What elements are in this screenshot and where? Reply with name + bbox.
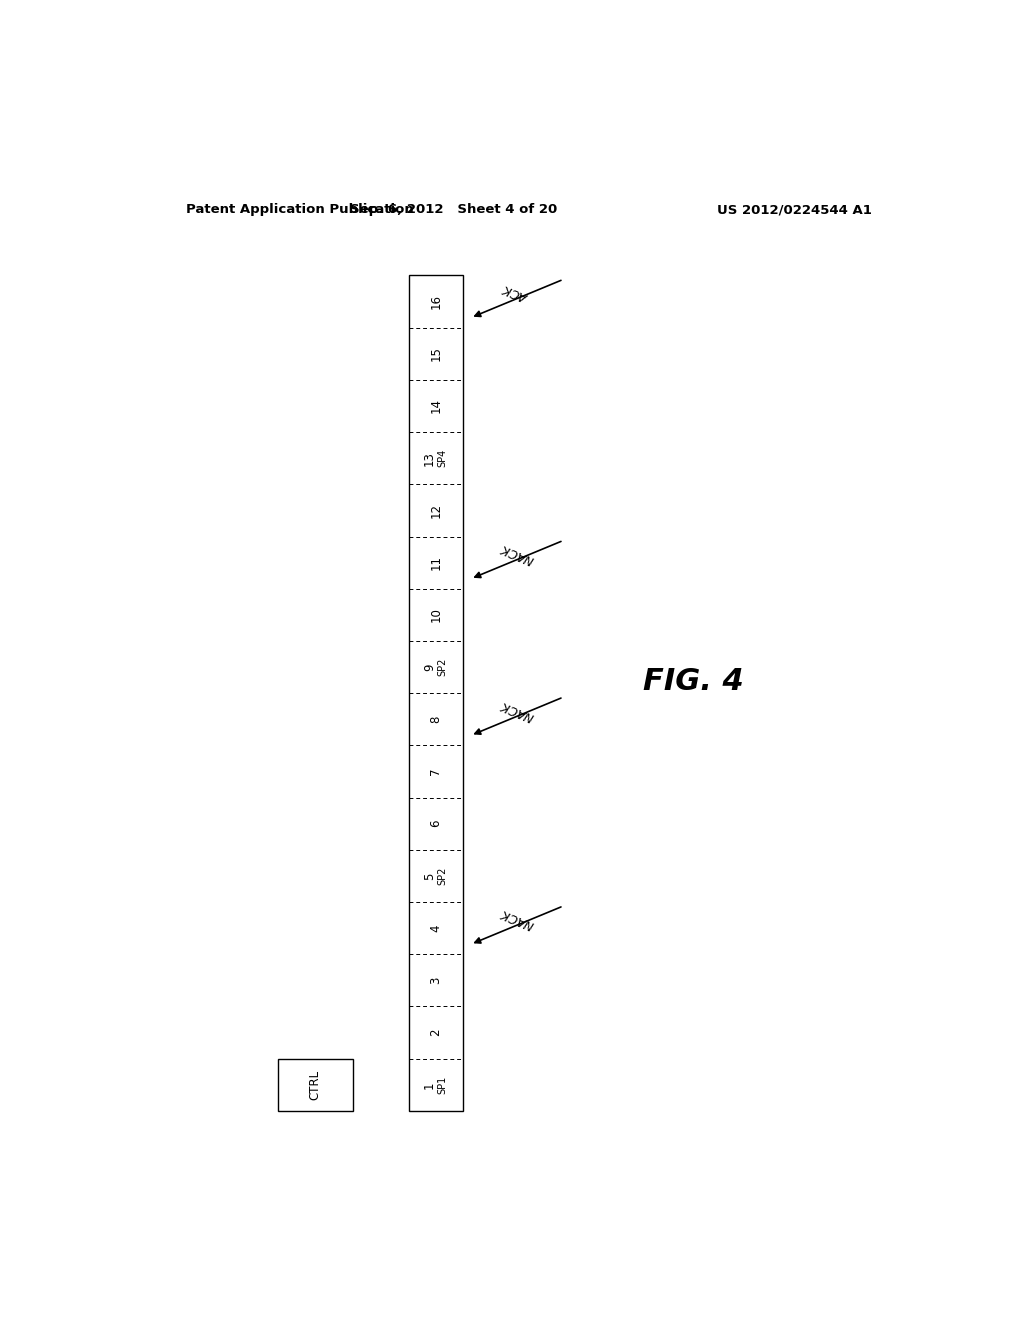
Text: FIG. 4: FIG. 4 [643,668,744,697]
Text: 14: 14 [429,399,442,413]
Text: 1: 1 [423,1081,436,1089]
Text: 2: 2 [429,1028,442,1036]
Text: 15: 15 [429,346,442,362]
Bar [278,1059,352,1111]
Text: NACK: NACK [499,541,536,566]
Text: 11: 11 [429,556,442,570]
Text: CTRL: CTRL [308,1069,322,1100]
Text: 12: 12 [429,503,442,517]
Text: 13: 13 [423,450,436,466]
Text: 5: 5 [423,873,436,879]
Text: 10: 10 [429,607,442,622]
Text: Patent Application Publication: Patent Application Publication [186,203,414,216]
Text: SP4: SP4 [437,449,447,467]
Text: 4: 4 [429,924,442,932]
Text: ACK: ACK [503,281,531,304]
Text: Sep. 6, 2012   Sheet 4 of 20: Sep. 6, 2012 Sheet 4 of 20 [350,203,557,216]
Text: 3: 3 [429,977,442,983]
Text: NACK: NACK [499,697,536,723]
Text: 8: 8 [429,715,442,723]
Text: 7: 7 [429,768,442,775]
Bar [409,276,463,1111]
Text: SP1: SP1 [437,1076,447,1094]
Text: US 2012/0224544 A1: US 2012/0224544 A1 [717,203,872,216]
Text: SP2: SP2 [437,867,447,886]
Text: 6: 6 [429,820,442,828]
Text: 9: 9 [423,664,436,671]
Text: NACK: NACK [499,907,536,932]
Text: 16: 16 [429,294,442,309]
Text: SP2: SP2 [437,657,447,676]
